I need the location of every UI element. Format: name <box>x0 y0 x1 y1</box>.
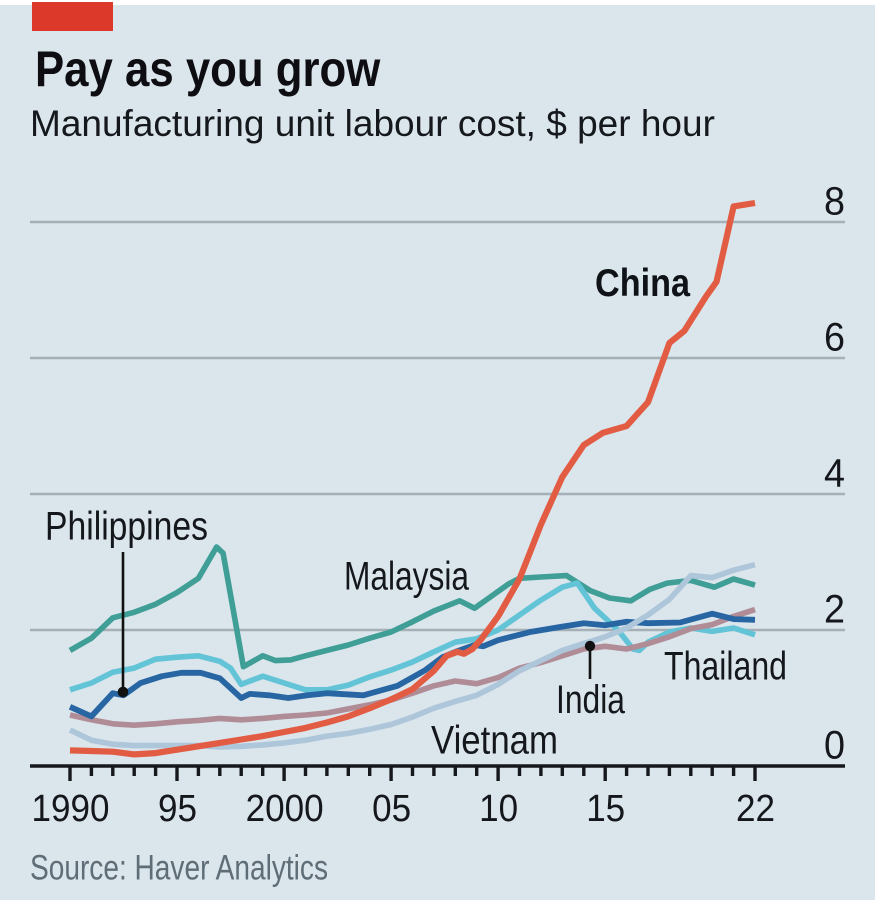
svg-text:15: 15 <box>586 788 625 830</box>
svg-text:2000: 2000 <box>246 788 324 830</box>
svg-text:Vietnam: Vietnam <box>431 719 558 763</box>
svg-text:22: 22 <box>736 788 775 830</box>
svg-text:Thailand: Thailand <box>664 645 787 689</box>
svg-text:0: 0 <box>824 724 845 768</box>
svg-text:05: 05 <box>372 788 411 830</box>
svg-text:10: 10 <box>479 788 518 830</box>
svg-text:6: 6 <box>824 316 845 360</box>
svg-text:1990: 1990 <box>32 788 110 830</box>
svg-text:India: India <box>556 678 626 722</box>
svg-text:2: 2 <box>824 588 845 632</box>
svg-text:4: 4 <box>824 452 845 496</box>
svg-text:China: China <box>595 262 690 305</box>
svg-text:95: 95 <box>158 788 197 830</box>
svg-text:Philippines: Philippines <box>45 505 208 549</box>
svg-text:Source: Haver Analytics: Source: Haver Analytics <box>30 849 328 888</box>
svg-text:8: 8 <box>824 180 845 224</box>
svg-text:Malaysia: Malaysia <box>344 555 470 599</box>
